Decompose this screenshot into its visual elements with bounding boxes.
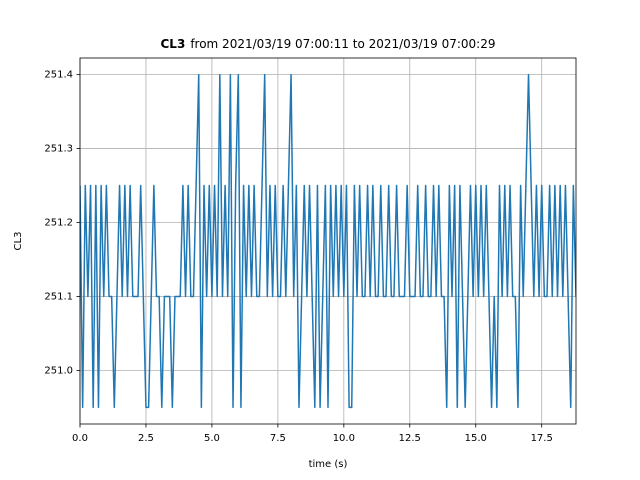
y-tick-label: 251.4 [44, 70, 73, 81]
x-tick-label: 10.0 [333, 433, 355, 444]
x-tick-label: 17.5 [531, 433, 553, 444]
y-tick-label: 251.0 [44, 365, 73, 376]
chart-title: CL3 from 2021/03/19 07:00:11 to 2021/03/1… [161, 37, 496, 51]
x-axis-label: time (s) [309, 459, 348, 470]
plot-frame [79, 57, 577, 425]
y-tick-label: 251.3 [44, 144, 73, 155]
y-tick-label: 251.1 [44, 291, 73, 302]
data-line [80, 73, 576, 409]
x-tick-label: 15.0 [465, 433, 487, 444]
x-tick-label: 12.5 [399, 433, 421, 444]
y-axis-label: CL3 [13, 232, 24, 251]
title-rest: from 2021/03/19 07:00:11 to 2021/03/19 0… [190, 37, 495, 51]
x-tick-label: 5.0 [204, 433, 220, 444]
y-tick-label: 251.2 [44, 218, 73, 229]
x-tick-label: 7.5 [270, 433, 286, 444]
x-tick-label: 2.5 [138, 433, 154, 444]
x-tick-label: 0.0 [72, 433, 88, 444]
title-bold: CL3 [161, 37, 186, 51]
